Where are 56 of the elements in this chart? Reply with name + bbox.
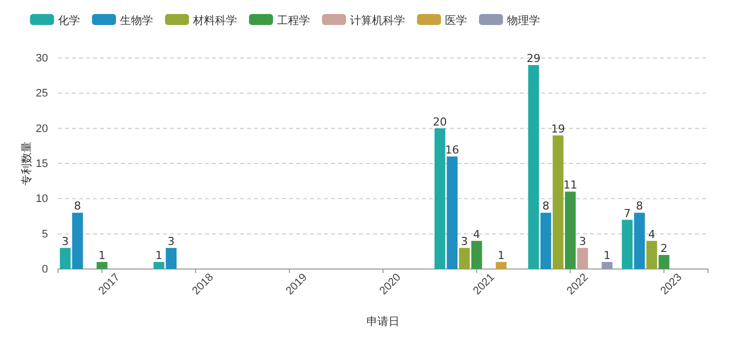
y-tick-label: 20 bbox=[36, 122, 48, 135]
data-label: 1 bbox=[498, 248, 505, 262]
data-label: 1 bbox=[155, 248, 162, 262]
bar bbox=[622, 220, 633, 269]
data-label: 3 bbox=[579, 234, 586, 248]
legend-label: 计算机科学 bbox=[350, 14, 405, 27]
legend-label: 材料科学 bbox=[192, 14, 237, 27]
bar bbox=[646, 240, 658, 269]
bar bbox=[434, 128, 446, 269]
data-label: 3 bbox=[62, 234, 69, 248]
bar bbox=[540, 212, 552, 269]
y-tick-label: 25 bbox=[36, 88, 48, 100]
bar bbox=[154, 262, 164, 269]
bar bbox=[96, 262, 108, 269]
bar bbox=[72, 212, 83, 269]
data-label: 16 bbox=[445, 143, 460, 156]
data-label: 2 bbox=[660, 242, 668, 255]
legend-label: 工程学 bbox=[277, 14, 310, 27]
legend-label: 生物学 bbox=[120, 14, 153, 27]
data-label: 4 bbox=[648, 228, 656, 241]
bar bbox=[60, 248, 71, 269]
data-label: 3 bbox=[460, 234, 468, 248]
legend-label: 医学 bbox=[445, 14, 467, 27]
bar bbox=[552, 135, 564, 269]
bar bbox=[166, 248, 177, 269]
bar bbox=[564, 192, 576, 269]
legend-label: 物理学 bbox=[507, 14, 540, 27]
y-tick-label: 30 bbox=[36, 52, 48, 65]
bar bbox=[634, 212, 645, 269]
bar bbox=[496, 262, 507, 269]
bar bbox=[528, 65, 539, 269]
data-label: 8 bbox=[542, 200, 550, 213]
data-label: 3 bbox=[168, 234, 175, 248]
y-tick-label: 5 bbox=[42, 228, 48, 240]
legend-label: 化学 bbox=[58, 14, 80, 27]
bar bbox=[446, 156, 458, 269]
data-label: 8 bbox=[636, 200, 643, 213]
bar bbox=[459, 248, 470, 269]
data-label: 7 bbox=[624, 206, 631, 220]
bar bbox=[658, 254, 670, 269]
data-label: 11 bbox=[563, 178, 578, 192]
bar bbox=[577, 248, 588, 269]
data-label: 20 bbox=[432, 115, 447, 128]
bar bbox=[602, 262, 612, 269]
y-axis-title: 专利数量 bbox=[20, 142, 33, 186]
y-tick-label: 10 bbox=[36, 193, 48, 206]
x-axis-title: 申请日 bbox=[366, 315, 400, 328]
bar bbox=[471, 240, 482, 269]
data-label: 8 bbox=[74, 200, 82, 213]
data-label: 4 bbox=[473, 228, 480, 241]
data-label: 1 bbox=[604, 248, 611, 262]
y-tick-label: 15 bbox=[36, 158, 48, 170]
data-label: 29 bbox=[526, 52, 541, 66]
y-tick-label: 0 bbox=[42, 264, 48, 276]
data-label: 19 bbox=[551, 122, 566, 136]
data-label: 1 bbox=[98, 248, 106, 262]
